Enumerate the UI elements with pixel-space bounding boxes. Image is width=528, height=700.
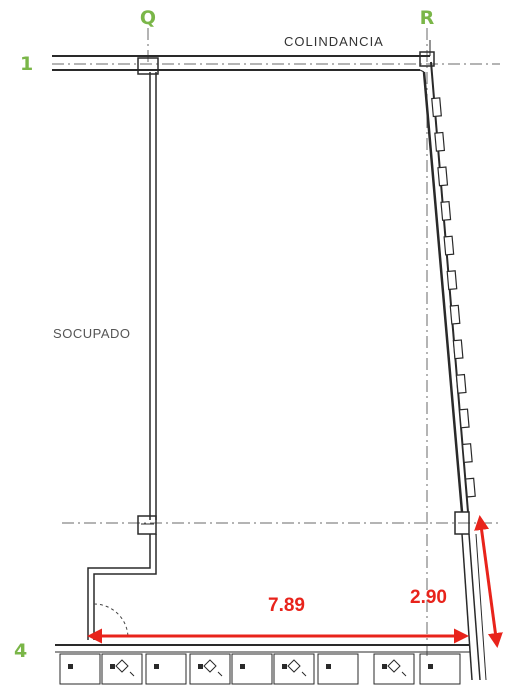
room-label: DESOCUPADO (34, 326, 131, 341)
fixture-cell (189, 653, 231, 685)
wall-panel (431, 97, 442, 118)
wall-panel (434, 131, 446, 152)
diagonal-wall-inner (422, 71, 464, 513)
fixture-cell (59, 653, 101, 685)
wall-panel (452, 339, 464, 360)
wall-panel (443, 235, 455, 256)
wall-panel (461, 443, 473, 464)
fixture-marker (68, 664, 73, 669)
column-q-top (137, 57, 159, 75)
fixture-cell (273, 653, 315, 685)
fixture-marker (282, 664, 287, 669)
wall-panel (446, 270, 458, 291)
lower-step-wall (87, 534, 151, 640)
fixture-marker (428, 664, 433, 669)
wall-panel (465, 477, 476, 498)
fixture-marker (382, 664, 387, 669)
wall-panel (458, 408, 470, 429)
top-boundary-label: COLINDANCIA (284, 34, 384, 49)
dimension-horizontal-value: 7.89 (268, 595, 305, 616)
grid-label-q: Q (140, 7, 156, 29)
dimension-diagonal-value: 2.90 (410, 587, 447, 608)
wall-panel (440, 200, 452, 221)
fixture-cell (419, 653, 461, 685)
bottom-fixture-strip (59, 653, 461, 685)
grid-label-r: R (420, 7, 435, 29)
fixture-marker (198, 664, 203, 669)
grid-label-4: 4 (14, 640, 27, 662)
fixture-marker (326, 664, 331, 669)
grid-label-1: 1 (20, 53, 33, 75)
fixture-cell (145, 653, 187, 685)
diagonal-wall-panels (431, 97, 476, 498)
fixture-cell (231, 653, 273, 685)
fixture-marker (154, 664, 159, 669)
fixture-symbol (287, 659, 307, 677)
column-q-bottom (137, 515, 157, 535)
wall-panel (455, 373, 467, 394)
fixture-marker (240, 664, 245, 669)
door-swing (93, 603, 129, 639)
fixture-symbol (387, 659, 407, 677)
column-r-top (419, 51, 435, 67)
fixture-symbol (203, 659, 223, 677)
dimension-diagonal-line (474, 515, 503, 648)
fixture-cell (317, 653, 359, 685)
wall-panel (449, 304, 461, 325)
fixture-cell (101, 653, 143, 685)
wall-panel (437, 166, 449, 187)
fixture-symbol (115, 659, 135, 677)
fixture-marker (110, 664, 115, 669)
fixture-cell (373, 653, 415, 685)
